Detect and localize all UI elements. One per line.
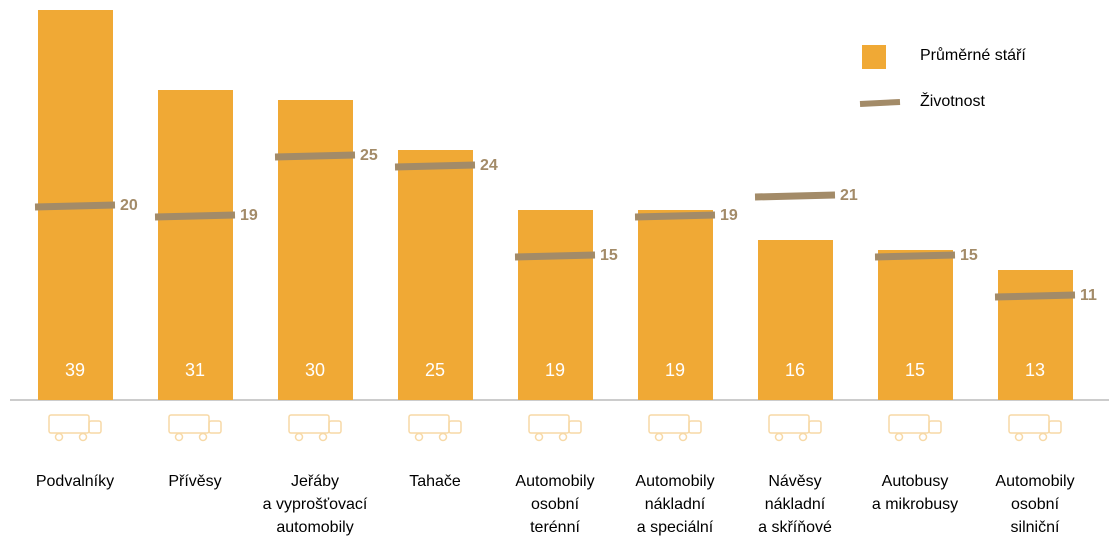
icon-cab [808,420,822,434]
icon-body [1008,414,1050,434]
lifetime-label: 19 [720,207,738,224]
lifetime-label: 15 [960,247,978,264]
x-tick-label: Návěsy nákladní a skříňové [758,473,832,536]
icon-cab [928,420,942,434]
bar-value-label: 19 [665,360,685,380]
icon-body [168,414,210,434]
bar [878,250,953,400]
legend-label: Průměrné stáří [920,47,1026,64]
icon-cab [688,420,702,434]
x-tick-label: Tahače [409,473,461,490]
icon-wheel [54,432,64,442]
x-tick-label: Autobusy a mikrobusy [871,473,959,513]
lifetime-label: 24 [480,157,498,174]
x-tick-label: Podvalníky [35,473,115,490]
lifetime-label: 11 [1080,287,1097,304]
icon-wheel [1038,432,1048,442]
lifetime-label: 19 [240,207,258,224]
bar [518,210,593,400]
bar-value-label: 39 [65,360,85,380]
legend-swatch [862,45,886,69]
bar [278,100,353,400]
icon-wheel [534,432,544,442]
lifetime-marker [874,251,956,261]
icon-body [528,414,570,434]
bar [638,210,713,400]
lifetime-label: 21 [840,187,858,204]
bar-value-label: 25 [425,360,445,380]
icon-body [288,414,330,434]
icon-cab [328,420,342,434]
icon-wheel [198,432,208,442]
lifetime-marker [34,201,116,211]
icon-wheel [294,432,304,442]
x-tick-label: Automobily nákladní a speciální [635,473,715,536]
lifetime-marker [154,211,236,221]
icon-wheel [1014,432,1024,442]
x-tick-label: Automobily osobní terénní [515,473,595,536]
icon-cab [208,420,222,434]
bar-value-label: 13 [1025,360,1045,380]
icon-body [648,414,690,434]
lifetime-label: 25 [360,147,378,164]
lifetime-label: 20 [120,197,138,214]
bar-value-label: 19 [545,360,565,380]
x-tick-label: Automobily osobní silniční [995,473,1075,536]
icon-wheel [918,432,928,442]
lifetime-marker [754,191,836,201]
icon-cab [88,420,102,434]
legend-label: Životnost [920,93,985,110]
bar [758,240,833,400]
icon-wheel [798,432,808,442]
icon-wheel [678,432,688,442]
lifetime-marker [634,211,716,221]
icon-cab [1048,420,1062,434]
lifetime-marker [514,251,596,261]
lifetime-marker [394,161,476,171]
x-tick-label: Jeřáby a vyprošťovací automobily [262,473,368,536]
icon-body [48,414,90,434]
icon-body [888,414,930,434]
icon-body [408,414,450,434]
bar-value-label: 15 [905,360,925,380]
icon-wheel [654,432,664,442]
icon-wheel [174,432,184,442]
lifetime-marker [274,151,356,161]
legend-swatch [859,99,901,107]
icons [48,414,1062,442]
lifetime-marker [994,291,1076,301]
bar-value-label: 31 [185,360,205,380]
lifetime-label: 15 [600,247,618,264]
icon-wheel [774,432,784,442]
bar [158,90,233,400]
icon-cab [448,420,462,434]
bar-value-label: 16 [785,360,805,380]
bar [398,150,473,400]
icon-body [768,414,810,434]
icon-cab [568,420,582,434]
icon-wheel [558,432,568,442]
icon-wheel [318,432,328,442]
icon-wheel [78,432,88,442]
icon-wheel [414,432,424,442]
bar-value-label: 30 [305,360,325,380]
icon-wheel [438,432,448,442]
x-tick-label: Přívěsy [168,473,222,490]
bar [998,270,1073,400]
icon-wheel [894,432,904,442]
